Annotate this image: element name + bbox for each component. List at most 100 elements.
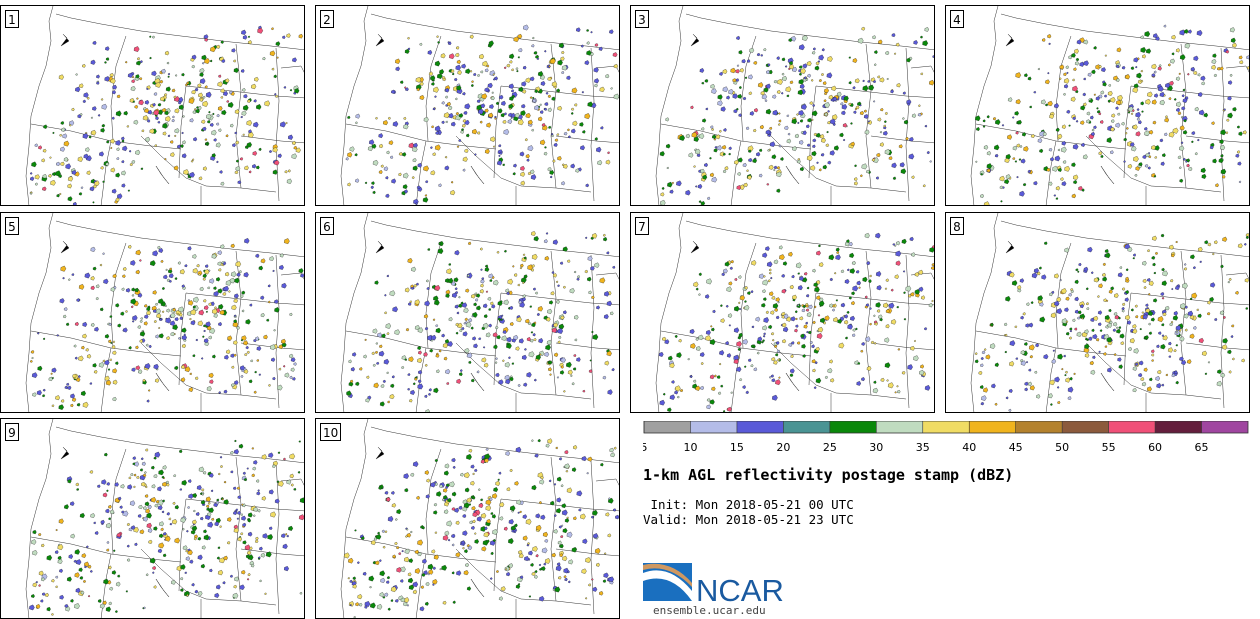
reflectivity-cell: [1157, 316, 1164, 323]
reflectivity-cell: [209, 122, 214, 127]
reflectivity-cell: [128, 244, 132, 249]
reflectivity-cell: [205, 496, 211, 502]
reflectivity-cell: [503, 526, 508, 531]
reflectivity-cell: [152, 103, 156, 107]
reflectivity-cell: [860, 349, 864, 353]
reflectivity-cell: [795, 317, 798, 321]
reflectivity-cell: [1084, 329, 1089, 334]
reflectivity-cell: [1104, 249, 1109, 253]
reflectivity-cell: [410, 284, 414, 288]
reflectivity-cell: [709, 172, 715, 178]
reflectivity-cell: [845, 336, 848, 340]
reflectivity-cell: [518, 300, 523, 304]
reflectivity-cell: [214, 306, 217, 310]
reflectivity-cell: [31, 161, 37, 168]
reflectivity-cell: [814, 286, 820, 293]
reflectivity-cell: [695, 385, 701, 391]
reflectivity-cell: [44, 592, 49, 597]
reflectivity-cell: [349, 604, 352, 607]
reflectivity-cell: [806, 124, 810, 129]
reflectivity-cell: [903, 119, 909, 125]
reflectivity-cell: [812, 144, 816, 148]
reflectivity-cell: [981, 395, 987, 401]
state-border: [815, 85, 934, 99]
reflectivity-cell: [90, 285, 95, 290]
reflectivity-cell: [438, 349, 442, 353]
reflectivity-cell: [292, 57, 297, 63]
reflectivity-cell: [1207, 361, 1210, 364]
reflectivity-cell: [135, 149, 141, 155]
reflectivity-cell: [777, 358, 781, 362]
reflectivity-cell: [121, 170, 126, 176]
reflectivity-cell: [493, 487, 499, 493]
reflectivity-cell: [995, 119, 1001, 125]
colorbar-swatch: [1201, 421, 1248, 433]
reflectivity-cell: [531, 484, 537, 491]
reflectivity-cell: [425, 180, 429, 184]
reflectivity-cell: [495, 361, 498, 364]
reflectivity-cell: [1110, 286, 1115, 291]
reflectivity-cell: [600, 462, 604, 467]
reflectivity-cell: [248, 170, 252, 174]
reflectivity-cell: [205, 91, 212, 98]
reflectivity-cell: [155, 499, 160, 504]
state-border: [815, 292, 934, 306]
reflectivity-cell: [918, 269, 924, 275]
state-border: [140, 135, 277, 193]
reflectivity-cell: [1005, 174, 1011, 180]
reflectivity-cell: [1072, 116, 1076, 121]
reflectivity-cell: [795, 310, 798, 314]
reflectivity-cell: [247, 531, 253, 537]
reflectivity-cell: [1118, 326, 1122, 329]
reflectivity-cell: [432, 579, 438, 585]
reflectivity-cell: [873, 80, 876, 84]
reflectivity-cell: [772, 109, 778, 116]
reflectivity-cell: [126, 522, 130, 526]
reflectivity-cell: [797, 272, 800, 275]
reflectivity-cell: [41, 577, 45, 582]
reflectivity-cell: [505, 568, 508, 571]
reflectivity-cell: [782, 339, 787, 344]
reflectivity-cell: [522, 253, 526, 256]
reflectivity-cell: [207, 120, 211, 124]
reflectivity-cell: [119, 505, 123, 509]
reflectivity-cell: [974, 352, 978, 355]
reflectivity-cell: [773, 79, 778, 84]
reflectivity-cell: [892, 176, 897, 180]
reflectivity-cell: [431, 549, 436, 554]
reflectivity-cell: [271, 27, 274, 31]
reflectivity-cell: [423, 314, 429, 319]
reflectivity-cell: [126, 544, 130, 548]
reflectivity-cell: [469, 520, 473, 525]
reflectivity-cell: [1151, 349, 1155, 353]
reflectivity-cell: [217, 81, 223, 87]
reflectivity-cell: [412, 581, 419, 588]
reflectivity-cell: [508, 563, 514, 568]
reflectivity-cell: [144, 314, 149, 319]
coastline: [970, 213, 999, 412]
puget-sound: [1005, 33, 1015, 47]
reflectivity-cell: [144, 501, 150, 507]
reflectivity-cell: [571, 87, 578, 94]
state-border: [100, 140, 112, 205]
reflectivity-cell: [563, 163, 568, 169]
reflectivity-cell: [192, 493, 198, 498]
reflectivity-cell: [218, 128, 222, 132]
reflectivity-cell: [518, 48, 523, 53]
reflectivity-cell: [1152, 235, 1157, 241]
reflectivity-cell: [66, 382, 70, 386]
reflectivity-cell: [756, 351, 760, 355]
reflectivity-cell: [89, 382, 93, 385]
reflectivity-cell: [417, 383, 424, 390]
reflectivity-cell: [432, 566, 436, 570]
reflectivity-cell: [381, 333, 386, 338]
reflectivity-cell: [980, 401, 985, 406]
reflectivity-cell: [140, 457, 144, 461]
reflectivity-cell: [792, 66, 798, 73]
reflectivity-cell: [135, 269, 140, 275]
reflectivity-cell: [1023, 183, 1027, 187]
reflectivity-cell: [565, 469, 569, 473]
reflectivity-cell: [508, 519, 514, 525]
reflectivity-cell: [1121, 121, 1125, 126]
reflectivity-cell: [239, 157, 244, 161]
